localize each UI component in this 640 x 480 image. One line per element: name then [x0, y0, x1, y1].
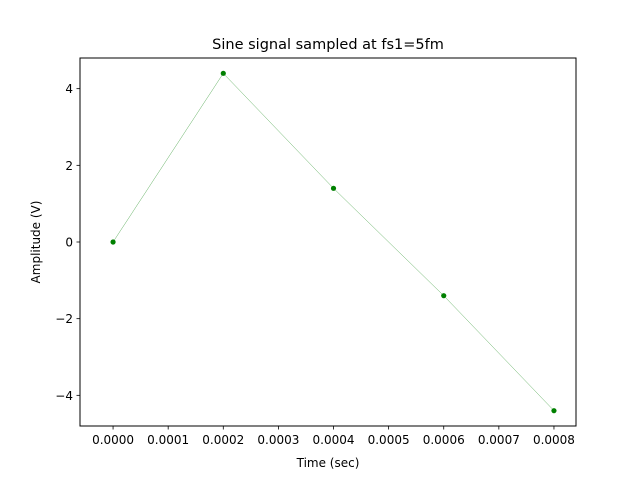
- y-axis-ticks: −4 −2 0 2 4: [55, 82, 80, 403]
- x-tick-label: 0.0001: [147, 433, 189, 447]
- y-tick-label: 4: [65, 82, 73, 96]
- x-tick-label: 0.0004: [313, 433, 355, 447]
- y-axis-label: Amplitude (V): [29, 201, 43, 284]
- x-tick-label: 0.0007: [478, 433, 520, 447]
- chart-title: Sine signal sampled at fs1=5fm: [212, 37, 444, 53]
- plot-area: [80, 58, 576, 426]
- y-tick-label: 0: [65, 236, 73, 250]
- x-tick-label: 0.0008: [533, 433, 575, 447]
- x-axis-label: Time (sec): [296, 456, 360, 470]
- x-tick-label: 0.0003: [257, 433, 299, 447]
- x-tick-label: 0.0002: [202, 433, 244, 447]
- y-tick-label: −2: [55, 312, 73, 326]
- y-tick-label: 2: [65, 159, 73, 173]
- x-tick-label: 0.0000: [92, 433, 134, 447]
- series-layer: [110, 70, 557, 414]
- y-tick-label: −4: [55, 389, 73, 403]
- data-point: [110, 239, 116, 245]
- data-point: [441, 293, 447, 299]
- x-axis-ticks: 0.0000 0.0001 0.0002 0.0003 0.0004 0.0005 0.00…: [92, 426, 575, 447]
- x-tick-label: 0.0006: [423, 433, 465, 447]
- data-point: [551, 408, 557, 414]
- x-tick-label: 0.0005: [368, 433, 410, 447]
- data-point: [220, 70, 226, 76]
- data-point: [330, 185, 337, 191]
- plot-frame: [79, 57, 577, 427]
